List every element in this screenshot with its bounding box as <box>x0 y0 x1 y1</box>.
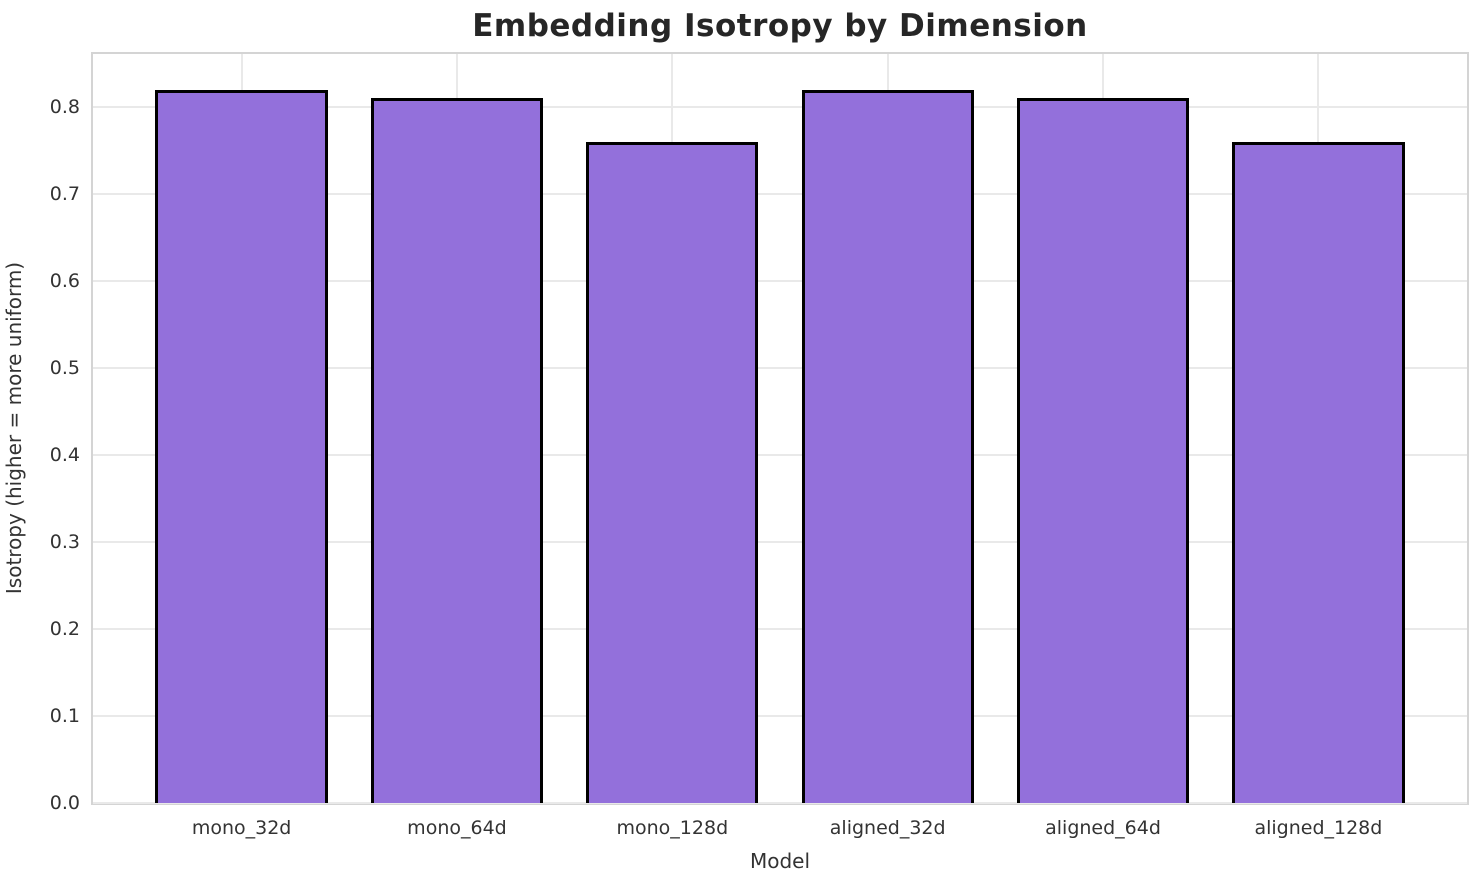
x-axis-label: Model <box>749 849 811 873</box>
gridline-horizontal <box>93 541 1467 544</box>
y-tick-label: 0.0 <box>49 792 80 814</box>
gridline-horizontal <box>93 715 1467 717</box>
gridline-horizontal <box>93 193 1467 196</box>
y-tick-label: 0.1 <box>49 705 80 727</box>
x-tick-label: aligned_32d <box>829 817 946 839</box>
gridline-horizontal <box>93 628 1467 631</box>
y-tick-label: 0.6 <box>49 270 80 293</box>
gridline-horizontal <box>93 280 1467 283</box>
y-tick-label: 0.8 <box>49 96 80 119</box>
y-tick-label: 0.3 <box>49 531 80 554</box>
y-tick-label: 0.5 <box>49 357 80 380</box>
gridline-horizontal <box>93 802 1467 804</box>
gridline-horizontal <box>93 367 1467 370</box>
y-tick-label: 0.4 <box>49 444 80 467</box>
x-tick-label: mono_32d <box>191 817 292 839</box>
plot-area <box>91 52 1469 805</box>
bar-aligned_32d <box>801 89 974 803</box>
bar-mono_64d <box>370 98 544 803</box>
x-tick-label: aligned_128d <box>1254 817 1383 839</box>
y-tick-label: 0.2 <box>49 618 80 641</box>
bar-aligned_64d <box>1016 98 1190 803</box>
y-tick-label: 0.7 <box>49 183 80 206</box>
bar-aligned_128d <box>1232 141 1405 803</box>
gridline-horizontal <box>93 454 1467 457</box>
chart-title: Embedding Isotropy by Dimension <box>472 8 1088 44</box>
x-tick-label: mono_64d <box>407 817 507 839</box>
x-tick-label: aligned_64d <box>1045 817 1161 839</box>
bar-mono_128d <box>586 141 759 803</box>
bar-mono_32d <box>155 89 328 803</box>
x-tick-label: mono_128d <box>616 817 729 839</box>
gridline-horizontal <box>93 106 1467 109</box>
